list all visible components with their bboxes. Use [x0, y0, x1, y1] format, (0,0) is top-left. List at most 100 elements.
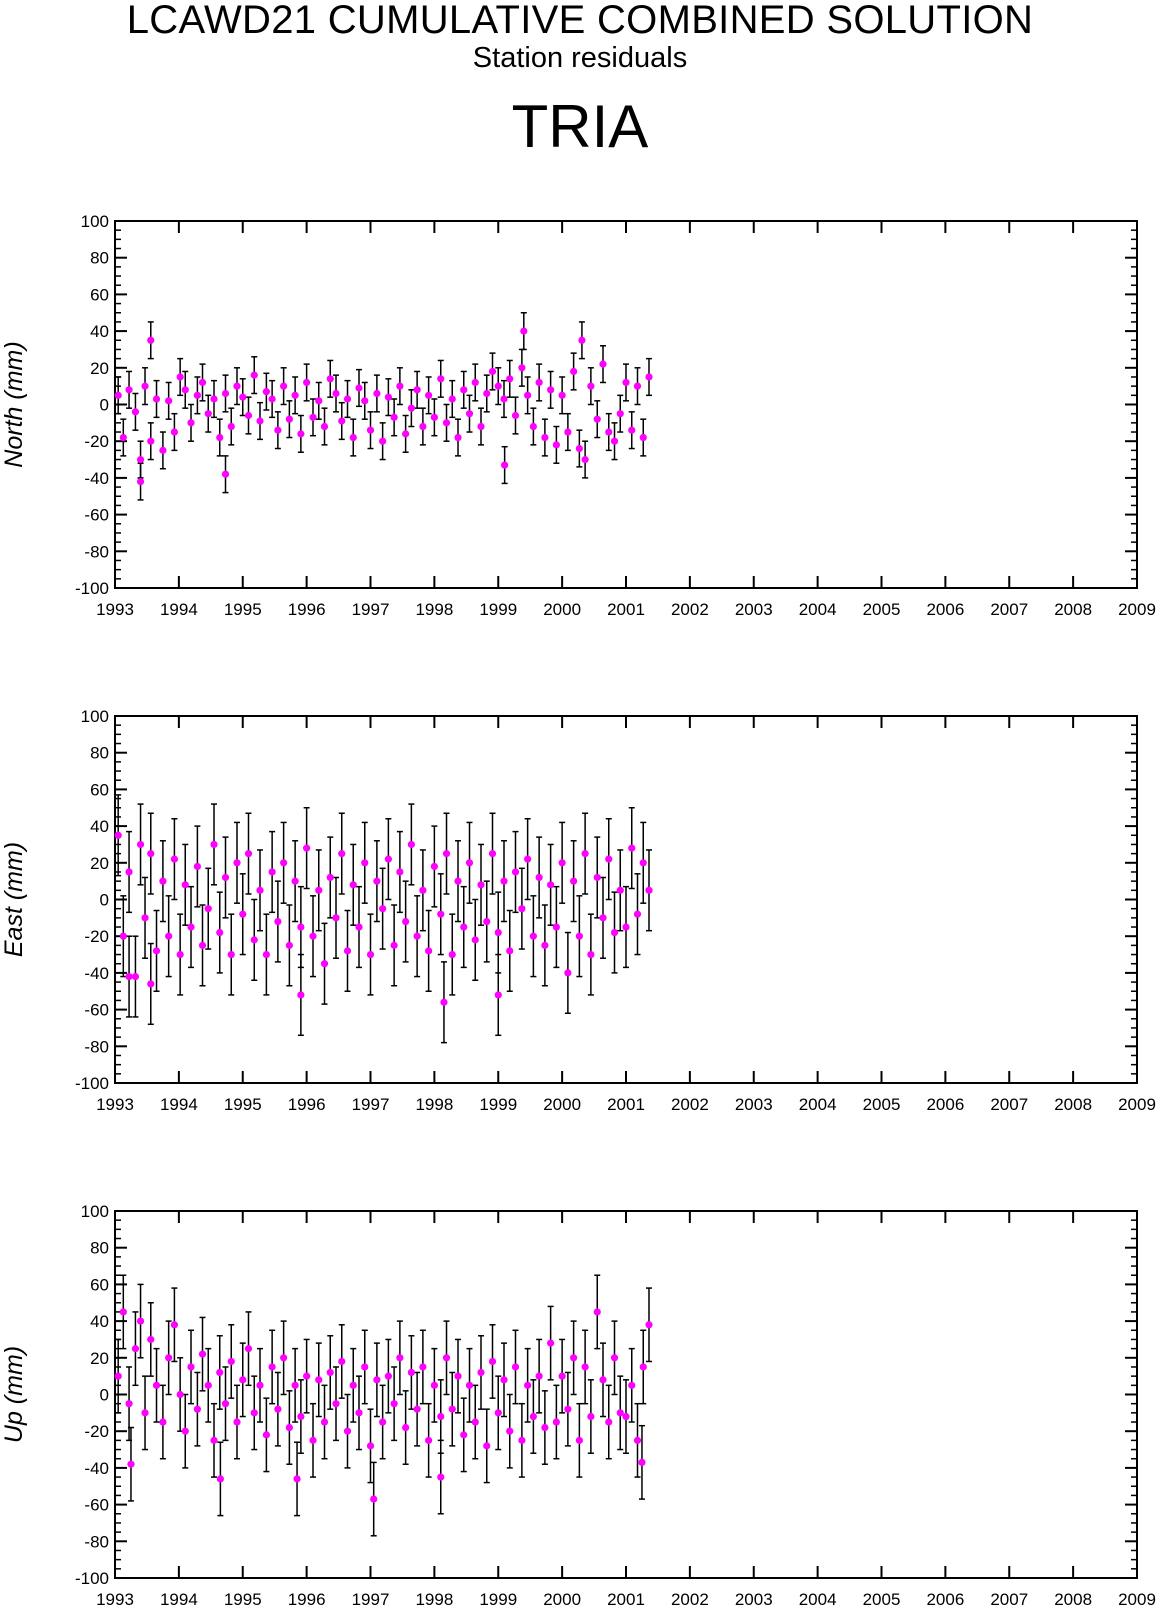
data-point [552, 1418, 560, 1426]
data-point [396, 1354, 404, 1362]
data-point [639, 1363, 647, 1371]
data-point [402, 430, 410, 438]
x-tick-label: 2001 [607, 1590, 645, 1609]
data-point [125, 972, 133, 981]
x-tick-label: 2009 [1118, 600, 1156, 619]
data-point [541, 1423, 549, 1432]
data-point [581, 455, 589, 464]
data-point [366, 950, 375, 959]
x-tick-label: 2008 [1054, 600, 1092, 619]
data-point [390, 1400, 398, 1408]
data-point [448, 395, 456, 403]
data-point [506, 375, 514, 383]
data-point [176, 950, 184, 959]
data-point [483, 917, 491, 926]
data-point [280, 1354, 288, 1362]
data-point [355, 923, 363, 931]
data-point [297, 923, 305, 931]
data-point [256, 417, 264, 425]
y-tick-label: -40 [84, 1459, 109, 1478]
data-point [268, 1363, 276, 1371]
data-point [297, 991, 305, 999]
data-point [465, 1381, 474, 1389]
data-point [616, 410, 624, 418]
data-point [390, 413, 398, 421]
data-point [645, 886, 653, 894]
data-point [442, 419, 451, 427]
data-point [210, 395, 218, 403]
data-point [165, 1354, 173, 1362]
x-tick-label: 1996 [288, 1095, 326, 1114]
data-point [448, 1405, 456, 1413]
data-point [430, 862, 438, 871]
data-point [244, 411, 253, 420]
x-tick-label: 2002 [671, 1095, 709, 1114]
data-point [425, 947, 433, 955]
data-point [379, 437, 387, 445]
data-point [114, 391, 122, 399]
data-point [250, 1409, 258, 1417]
y-tick-label: 100 [81, 1202, 109, 1221]
data-point [639, 859, 647, 867]
data-point [593, 1308, 601, 1316]
x-tick-label: 2009 [1118, 1095, 1156, 1114]
x-tick-label: 2000 [543, 1095, 581, 1114]
data-point [204, 905, 212, 913]
data-point [349, 1381, 357, 1389]
chart-subtitle: Station residuals [472, 42, 688, 74]
y-tick-label: -80 [84, 1532, 109, 1551]
y-tick-label: 0 [100, 1386, 109, 1405]
data-point [477, 881, 485, 889]
y-tick-label: -80 [84, 542, 109, 561]
plot-frame [114, 220, 1138, 589]
data-point [454, 877, 462, 885]
data-point [396, 868, 404, 876]
data-point [407, 404, 415, 412]
data-point [384, 855, 392, 863]
data-point [529, 1412, 537, 1421]
y-tick-label: -40 [84, 469, 109, 488]
data-point [547, 386, 555, 394]
data-point [285, 1423, 293, 1432]
data-point [136, 840, 145, 849]
data-point [320, 960, 329, 968]
y-tick-label: -80 [84, 1037, 109, 1056]
data-point [152, 947, 161, 955]
data-point [250, 936, 258, 944]
data-point [419, 886, 427, 894]
data-point [529, 932, 537, 940]
data-point [193, 1405, 201, 1413]
data-point [303, 1372, 311, 1380]
data-point [165, 932, 173, 940]
data-point [605, 855, 613, 863]
data-point [448, 950, 456, 959]
data-point [159, 877, 167, 885]
data-point [622, 1412, 630, 1421]
x-tick-label: 2000 [543, 600, 581, 619]
data-point [396, 382, 404, 390]
data-point [119, 433, 127, 442]
data-point [152, 395, 161, 403]
data-point [529, 422, 537, 431]
data-point [430, 1381, 438, 1389]
data-point [413, 386, 421, 394]
data-point [471, 936, 479, 944]
data-point [147, 336, 155, 344]
x-tick-label: 2006 [926, 1590, 964, 1609]
data-point [239, 1376, 247, 1384]
x-tick-label: 2005 [863, 600, 901, 619]
data-point [366, 426, 375, 434]
data-point [216, 1368, 224, 1377]
data-point [291, 391, 299, 399]
data-point [119, 1308, 127, 1316]
data-point [628, 844, 636, 852]
data-point [552, 441, 560, 449]
data-point [581, 1363, 589, 1371]
y-tick-label: 20 [90, 854, 109, 873]
x-tick-label: 1996 [288, 600, 326, 619]
data-point [141, 914, 149, 922]
data-point [141, 1409, 149, 1417]
x-tick-label: 2004 [799, 1095, 837, 1114]
data-point [494, 1409, 502, 1417]
data-point [159, 446, 167, 454]
